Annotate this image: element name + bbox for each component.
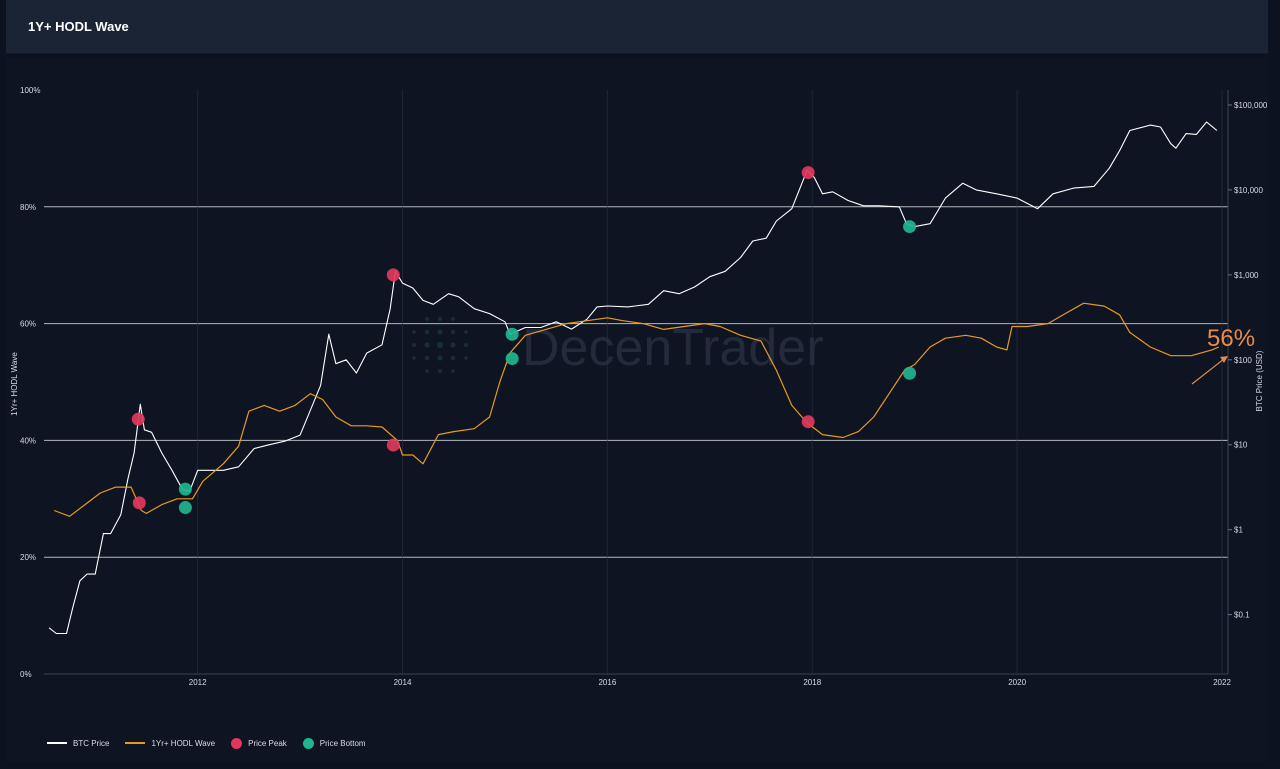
watermark-dot bbox=[438, 317, 442, 321]
price-bottom-marker[interactable] bbox=[178, 482, 192, 496]
y-right-tick-label: $10 bbox=[1234, 441, 1248, 450]
y-left-axis-title: 1Yr+ HODL Wave bbox=[10, 352, 19, 416]
price-peak-marker[interactable] bbox=[132, 496, 146, 510]
watermark-dot bbox=[450, 342, 456, 348]
chart-legend: BTC Price 1Yr+ HODL Wave Price Peak Price B… bbox=[47, 735, 366, 751]
watermark-dot bbox=[424, 355, 430, 361]
x-tick-label: 2016 bbox=[598, 678, 616, 687]
watermark-dot bbox=[412, 330, 416, 334]
y-right-tick-label: $10,000 bbox=[1234, 186, 1263, 195]
annotation-arrow-head bbox=[1220, 355, 1228, 363]
watermark-dot bbox=[464, 356, 468, 360]
right-axis: $0.1 $1 $10 $100 $1,000 $10,000 $100,000 BTC Pr… bbox=[1228, 101, 1268, 620]
x-tick-label: 2020 bbox=[1008, 678, 1026, 687]
price-bottom-marker[interactable] bbox=[178, 501, 192, 515]
x-tick-label: 2014 bbox=[394, 678, 412, 687]
y-right-tick-label: $1 bbox=[1234, 526, 1243, 535]
grid-lines bbox=[44, 90, 1229, 675]
annotation-arrow-line bbox=[1191, 358, 1225, 385]
price-bottom-marker[interactable] bbox=[903, 220, 917, 234]
watermark-dot bbox=[424, 329, 430, 335]
price-peak-marker[interactable] bbox=[801, 166, 815, 180]
watermark-dot bbox=[451, 317, 455, 321]
legend-label: Price Peak bbox=[248, 738, 287, 748]
watermark-dot bbox=[412, 343, 416, 347]
watermark-dot bbox=[450, 355, 456, 361]
legend-dot-swatch bbox=[231, 737, 243, 749]
y-left-tick-label: 0% bbox=[20, 670, 32, 679]
markers bbox=[131, 166, 917, 515]
watermark-dot bbox=[438, 369, 442, 373]
price-peak-marker[interactable] bbox=[386, 438, 400, 452]
legend-item[interactable]: BTC Price bbox=[47, 739, 109, 748]
x-tick-label: 2018 bbox=[803, 678, 821, 687]
watermark-dot bbox=[464, 343, 468, 347]
watermark-dot bbox=[424, 342, 430, 348]
chart-panel bbox=[6, 58, 1268, 762]
y-left-tick-label: 60% bbox=[20, 320, 36, 329]
legend-label: 1Yr+ HODL Wave bbox=[151, 738, 216, 748]
y-right-tick-label: $1,000 bbox=[1234, 271, 1259, 280]
legend-line-swatch bbox=[47, 742, 67, 744]
y-right-tick-label: $100,000 bbox=[1234, 101, 1268, 110]
chart-header: 1Y+ HODL Wave bbox=[6, 0, 1268, 54]
price-bottom-marker[interactable] bbox=[505, 352, 519, 366]
watermark-dot bbox=[425, 369, 429, 373]
watermark-dot bbox=[464, 330, 468, 334]
y-right-axis-title: BTC Price (USD) bbox=[1255, 350, 1264, 411]
watermark: DecenTrader bbox=[412, 317, 824, 377]
price-peak-marker[interactable] bbox=[386, 268, 400, 282]
y-left-tick-label: 20% bbox=[20, 553, 36, 562]
watermark-dot bbox=[436, 341, 444, 349]
watermark-dot bbox=[451, 369, 455, 373]
y-right-tick-label: $0.1 bbox=[1234, 611, 1250, 620]
legend-label: BTC Price bbox=[73, 738, 110, 748]
left-axis: 0% 20% 40% 60% 80% 100% 1Yr+ HODL Wave bbox=[10, 86, 40, 679]
chart-title: 1Y+ HODL Wave bbox=[28, 19, 129, 34]
price-bottom-marker[interactable] bbox=[903, 366, 917, 380]
legend-item[interactable]: Price Bottom bbox=[302, 737, 366, 749]
price-bottom-marker[interactable] bbox=[505, 327, 519, 341]
legend-item[interactable]: 1Yr+ HODL Wave bbox=[125, 739, 215, 748]
watermark-dot bbox=[412, 356, 416, 360]
y-left-tick-label: 100% bbox=[20, 86, 40, 95]
x-axis: 2012 2014 2016 2018 2020 2022 bbox=[189, 678, 1232, 687]
hodl-wave-line bbox=[53, 302, 1220, 517]
watermark-logo-dots bbox=[412, 317, 468, 373]
price-peak-marker[interactable] bbox=[131, 412, 145, 426]
watermark-dot bbox=[450, 329, 456, 335]
legend-dot-swatch bbox=[302, 737, 314, 749]
price-peak-marker[interactable] bbox=[801, 415, 815, 429]
watermark-dot bbox=[437, 329, 443, 335]
legend-label: Price Bottom bbox=[319, 738, 366, 748]
x-tick-label: 2022 bbox=[1213, 678, 1231, 687]
watermark-dot bbox=[425, 317, 429, 321]
series-lines bbox=[48, 121, 1220, 635]
x-tick-label: 2012 bbox=[189, 678, 207, 687]
watermark-dot bbox=[437, 355, 443, 361]
legend-item[interactable]: Price Peak bbox=[231, 737, 287, 749]
y-left-tick-label: 80% bbox=[20, 203, 36, 212]
legend-line-swatch bbox=[125, 742, 146, 744]
annotation: 56% bbox=[1191, 325, 1255, 385]
btc-price-line bbox=[48, 121, 1218, 635]
y-right-tick-label: $100 bbox=[1234, 356, 1252, 365]
annotation-label: 56% bbox=[1207, 325, 1255, 352]
y-left-tick-label: 40% bbox=[20, 436, 36, 445]
